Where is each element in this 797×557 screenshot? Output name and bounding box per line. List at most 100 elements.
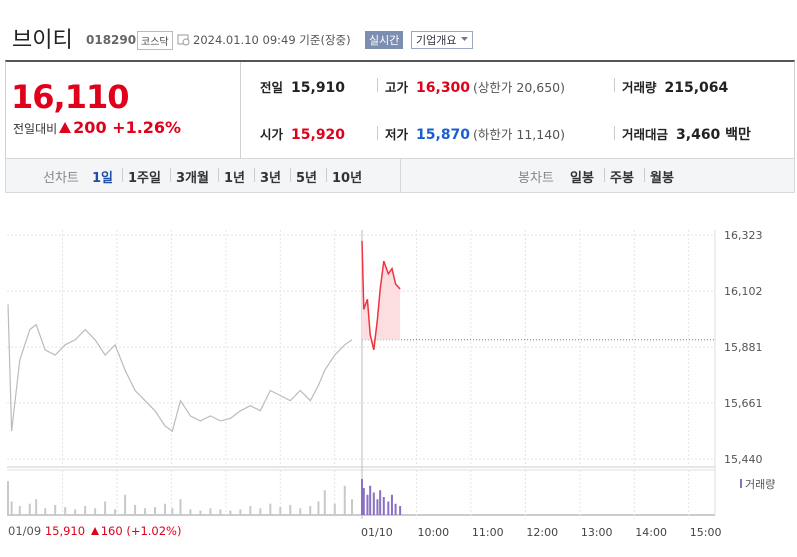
volume-bar [279, 507, 282, 515]
change-pct: +1.26% [112, 118, 182, 137]
volume-bar [7, 481, 9, 515]
volume-bar [379, 490, 382, 515]
period-tab[interactable]: 5년 [296, 171, 318, 186]
sep [377, 78, 378, 92]
x-tick-label: 14:00 [635, 526, 667, 539]
stat-value: 15,870 [416, 127, 471, 143]
volume-bar [179, 499, 182, 515]
change-value: 200 [73, 118, 107, 137]
stat-value: 15,910 [291, 80, 346, 96]
volume-bar [154, 507, 157, 515]
tab-sep [122, 168, 123, 182]
candle-tab[interactable]: 월봉 [650, 171, 674, 186]
volume-bar [189, 509, 192, 515]
volume-bar [239, 509, 242, 515]
volume-bar [104, 501, 107, 515]
volume-bar [94, 508, 97, 515]
volume-bar [309, 506, 312, 515]
volume-bar [134, 504, 137, 515]
stat-note: (하한가 11,140) [473, 127, 566, 142]
realtime-button[interactable]: 실시간 [365, 31, 404, 49]
volume-bar [299, 508, 302, 515]
volume-bar [362, 488, 365, 515]
tab-sep [326, 168, 327, 182]
period-tab[interactable]: 3개월 [176, 171, 209, 186]
price-line [361, 240, 401, 351]
volume-bar [394, 503, 397, 515]
candle-tab[interactable]: 주봉 [610, 171, 634, 186]
period-tab[interactable]: 1주일 [128, 171, 161, 186]
stat-value: 215,064 [664, 80, 729, 96]
volume-bar [209, 508, 212, 515]
stat: 고가 16,300 (상한가 20,650) [385, 77, 565, 96]
sep [614, 78, 615, 92]
tab-group-label: 선차트 [43, 171, 79, 186]
previous-day-label: 01/09 [8, 524, 42, 538]
y-tick-label: 16,323 [724, 229, 763, 242]
volume-bar [44, 508, 47, 515]
previous-change: 160 [100, 524, 123, 538]
y-tick-label: 15,881 [724, 341, 763, 354]
stat: 거래대금 3,460 백만 [622, 124, 751, 144]
volume-bar [171, 508, 174, 515]
x-tick-label: 10:00 [417, 526, 449, 539]
previous-close: 15,910 [44, 524, 86, 538]
volume-bar [361, 479, 363, 515]
x-tick-label: 12:00 [526, 526, 558, 539]
volume-bar [124, 494, 127, 515]
sep [377, 126, 378, 140]
volume-bar [317, 501, 320, 515]
company-button[interactable]: 기업개요 [411, 31, 474, 49]
volume-bar [199, 510, 202, 515]
up-triangle [59, 122, 72, 133]
volume-legend-swatch [740, 479, 742, 488]
change-row: 전일대비 200 +1.26% [13, 118, 181, 137]
x-tick-label: 15:00 [690, 526, 722, 539]
volume-bar [372, 492, 375, 515]
divider [400, 159, 401, 192]
stat: 시가 15,920 [260, 124, 345, 143]
period-tab[interactable]: 10년 [332, 171, 363, 186]
stat-label: 전일 [260, 80, 284, 95]
tab-sep [254, 168, 255, 182]
volume-bar [333, 503, 336, 515]
volume-bar [399, 506, 402, 515]
period-tab[interactable]: 1일 [92, 171, 114, 186]
volume-bar [343, 485, 346, 515]
previous-change-pct: (+1.02%) [126, 524, 182, 538]
sep [614, 126, 615, 140]
volume-bar [84, 506, 87, 515]
tab-sep [218, 168, 219, 182]
stat-label: 거래량 [622, 80, 657, 95]
tab-sep [644, 168, 645, 182]
current-price: 16,110 [11, 78, 129, 116]
volume-bar [74, 509, 77, 515]
volume-bar [289, 504, 292, 515]
y-tick-label: 16,102 [724, 285, 763, 298]
volume-bar [10, 501, 13, 515]
volume-bar [35, 499, 38, 515]
previous-day-info: 01/09 15,910 160 (+1.02%) [8, 524, 181, 538]
y-tick-label: 15,440 [724, 453, 763, 466]
stat-label: 고가 [385, 80, 409, 95]
market-tag: 코스닥 [137, 31, 173, 50]
volume-bar [249, 506, 252, 515]
x-tick-label: 01/10 [361, 526, 393, 539]
volume-bar [376, 499, 379, 515]
dropdown-arrow [461, 37, 469, 41]
period-tab[interactable]: 1년 [224, 171, 246, 186]
stock-code: 018290 [86, 33, 137, 47]
price-line [7, 304, 353, 433]
stat-value: 3,460 백만 [676, 127, 751, 143]
volume-bar [229, 510, 232, 515]
volume-bar [382, 497, 385, 515]
candle-tab[interactable]: 일봉 [570, 171, 594, 186]
period-tab[interactable]: 3년 [260, 171, 282, 186]
volume-bar [369, 485, 372, 515]
tab-group-label: 봉차트 [518, 171, 554, 186]
stat-note: (상한가 20,650) [473, 80, 566, 95]
y-tick-label: 15,661 [724, 397, 763, 410]
volume-bar [323, 490, 326, 515]
stat-label: 거래대금 [622, 127, 669, 142]
tab-sep [604, 168, 605, 182]
